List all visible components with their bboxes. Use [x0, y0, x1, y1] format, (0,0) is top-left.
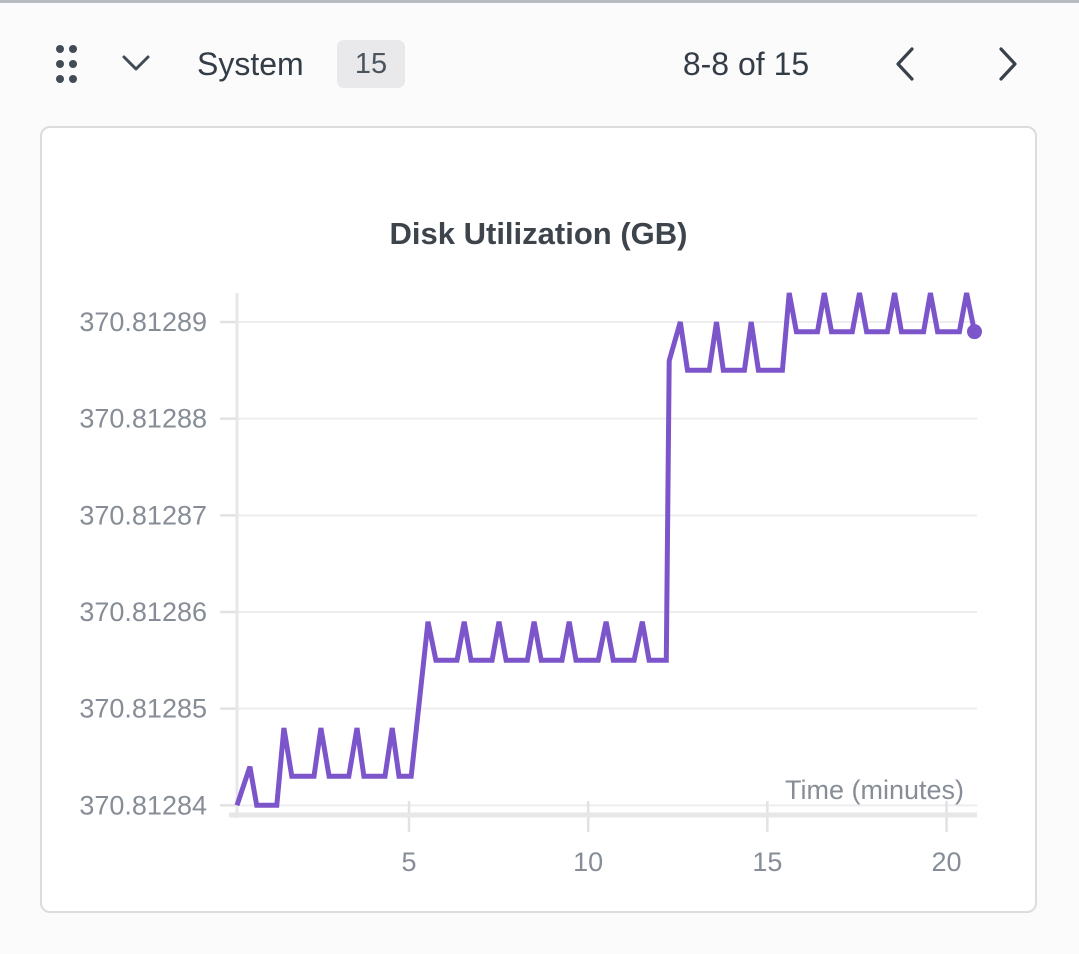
x-tick-label: 20 — [932, 847, 962, 877]
six-dot-grid-icon — [56, 45, 77, 83]
count-badge: 15 — [337, 40, 405, 88]
prev-page-button[interactable] — [884, 42, 928, 86]
chevron-down-icon — [122, 55, 150, 71]
y-tick-label: 370.81284 — [79, 790, 207, 820]
widget-header: System 15 8-8 of 15 — [0, 0, 1079, 118]
chevron-right-icon — [999, 47, 1017, 81]
pagination-label: 8-8 of 15 — [682, 46, 810, 82]
y-tick-label: 370.81288 — [79, 404, 207, 434]
next-page-button[interactable] — [985, 42, 1029, 86]
x-tick-label: 15 — [752, 847, 782, 877]
collapse-toggle-button[interactable] — [116, 48, 156, 78]
x-tick-label: 10 — [573, 847, 603, 877]
chart-title: Disk Utilization (GB) — [389, 216, 688, 251]
y-tick-label: 370.81286 — [79, 597, 207, 627]
line-chart: 370.81284 370.81285 370.81286 370.81287 370.… — [79, 292, 982, 877]
chart-card: Disk Utilization (GB) 370.81284 370.81285… — [40, 126, 1037, 913]
chevron-left-icon — [896, 47, 914, 81]
y-tick-label: 370.81289 — [79, 307, 207, 337]
group-title: System — [197, 46, 304, 82]
x-tick-label: 5 — [401, 847, 416, 877]
y-tick-label: 370.81287 — [79, 500, 207, 530]
y-tick-label: 370.81285 — [79, 694, 207, 724]
x-axis-title: Time (minutes) — [785, 775, 964, 805]
drag-handle[interactable] — [46, 38, 88, 90]
series-line — [234, 292, 977, 808]
end-point-marker — [966, 324, 982, 340]
top-divider — [0, 0, 1079, 3]
